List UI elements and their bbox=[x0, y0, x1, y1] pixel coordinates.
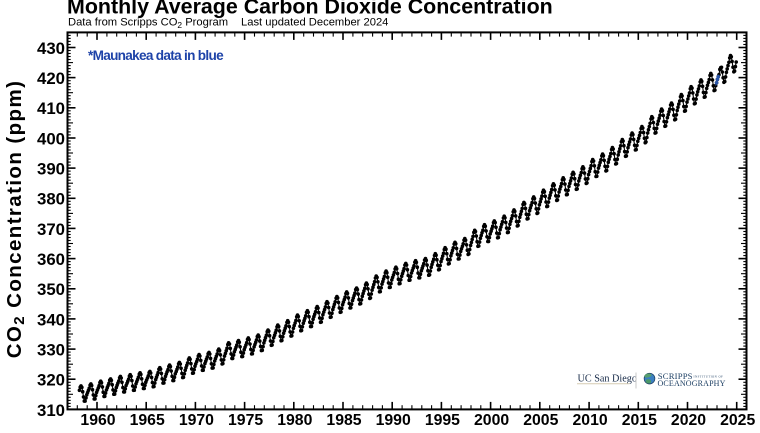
svg-text:430: 430 bbox=[37, 39, 65, 58]
svg-text:420: 420 bbox=[37, 69, 65, 88]
svg-text:Last updated December 2024: Last updated December 2024 bbox=[241, 17, 388, 29]
svg-text:Monthly Average Carbon Dioxide: Monthly Average Carbon Dioxide Concentra… bbox=[67, 0, 553, 18]
svg-text:Data from Scripps CO2 Program: Data from Scripps CO2 Program bbox=[68, 17, 228, 30]
svg-text:1985: 1985 bbox=[326, 412, 361, 428]
svg-text:INSTITUTION OF: INSTITUTION OF bbox=[694, 374, 724, 378]
svg-text:2025: 2025 bbox=[720, 412, 755, 428]
svg-text:360: 360 bbox=[37, 250, 65, 269]
svg-text:410: 410 bbox=[37, 99, 65, 118]
svg-text:2015: 2015 bbox=[622, 412, 657, 428]
svg-text:2020: 2020 bbox=[671, 412, 706, 428]
svg-text:370: 370 bbox=[37, 220, 65, 239]
svg-text:2005: 2005 bbox=[523, 412, 558, 428]
svg-text:UC San Diego: UC San Diego bbox=[578, 374, 637, 385]
svg-text:1960: 1960 bbox=[80, 412, 115, 428]
svg-text:350: 350 bbox=[37, 280, 65, 299]
svg-text:OCEANOGRAPHY: OCEANOGRAPHY bbox=[658, 379, 726, 388]
svg-text:1970: 1970 bbox=[179, 412, 214, 428]
svg-text:380: 380 bbox=[37, 190, 65, 209]
svg-text:390: 390 bbox=[37, 160, 65, 179]
svg-text:SCRIPPS: SCRIPPS bbox=[658, 371, 693, 381]
svg-text:320: 320 bbox=[37, 371, 65, 390]
svg-text:1980: 1980 bbox=[277, 412, 312, 428]
svg-text:2010: 2010 bbox=[573, 412, 608, 428]
svg-text:CO2 Concentration (ppm): CO2 Concentration (ppm) bbox=[3, 80, 28, 359]
svg-text:2000: 2000 bbox=[474, 412, 509, 428]
svg-text:1990: 1990 bbox=[376, 412, 411, 428]
svg-text:330: 330 bbox=[37, 341, 65, 360]
svg-text:*Maunakea data in blue: *Maunakea data in blue bbox=[88, 48, 224, 63]
svg-text:1965: 1965 bbox=[130, 412, 165, 428]
svg-text:310: 310 bbox=[37, 401, 65, 420]
svg-text:1995: 1995 bbox=[425, 412, 460, 428]
svg-text:340: 340 bbox=[37, 310, 65, 329]
svg-text:1975: 1975 bbox=[228, 412, 263, 428]
svg-text:400: 400 bbox=[37, 129, 65, 148]
